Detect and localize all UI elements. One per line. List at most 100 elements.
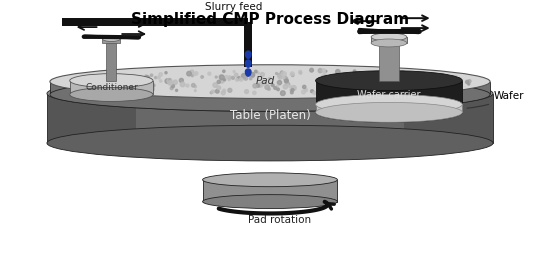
- Circle shape: [321, 75, 324, 78]
- Polygon shape: [245, 68, 252, 77]
- Circle shape: [422, 74, 426, 78]
- Circle shape: [318, 69, 322, 73]
- Circle shape: [245, 90, 248, 93]
- Circle shape: [251, 74, 254, 77]
- Circle shape: [221, 91, 225, 95]
- Circle shape: [366, 73, 369, 76]
- Polygon shape: [50, 82, 490, 95]
- Ellipse shape: [47, 76, 493, 111]
- Circle shape: [330, 84, 333, 86]
- Circle shape: [353, 81, 355, 83]
- Circle shape: [370, 74, 374, 78]
- Circle shape: [442, 74, 444, 77]
- Circle shape: [288, 83, 289, 84]
- Circle shape: [179, 78, 184, 83]
- Circle shape: [194, 90, 196, 92]
- Circle shape: [217, 86, 221, 89]
- Circle shape: [468, 83, 470, 85]
- Circle shape: [212, 90, 214, 93]
- Circle shape: [331, 78, 335, 83]
- Circle shape: [278, 74, 283, 79]
- Circle shape: [234, 73, 238, 77]
- Circle shape: [128, 76, 131, 78]
- Circle shape: [110, 85, 113, 88]
- Circle shape: [237, 78, 239, 80]
- Circle shape: [137, 85, 139, 88]
- Circle shape: [127, 85, 130, 87]
- Circle shape: [253, 91, 256, 95]
- Ellipse shape: [315, 95, 462, 114]
- Ellipse shape: [47, 125, 493, 161]
- Polygon shape: [315, 104, 462, 112]
- Circle shape: [299, 72, 302, 74]
- Circle shape: [171, 85, 174, 88]
- Circle shape: [276, 85, 279, 87]
- Circle shape: [150, 87, 154, 92]
- Circle shape: [363, 72, 366, 75]
- Circle shape: [327, 77, 329, 79]
- Circle shape: [352, 82, 356, 86]
- Ellipse shape: [70, 88, 153, 101]
- Circle shape: [367, 89, 372, 94]
- Circle shape: [151, 84, 155, 87]
- Ellipse shape: [103, 37, 120, 41]
- Circle shape: [339, 74, 341, 76]
- Ellipse shape: [371, 39, 407, 47]
- Circle shape: [191, 74, 193, 77]
- Circle shape: [362, 73, 365, 76]
- Circle shape: [186, 84, 189, 87]
- Ellipse shape: [315, 71, 462, 91]
- Circle shape: [148, 81, 151, 83]
- Circle shape: [388, 83, 393, 87]
- Circle shape: [83, 77, 87, 82]
- Circle shape: [276, 88, 279, 91]
- Circle shape: [393, 84, 396, 87]
- Circle shape: [194, 86, 197, 88]
- Circle shape: [268, 77, 271, 80]
- Circle shape: [468, 80, 471, 83]
- Circle shape: [260, 73, 265, 77]
- Circle shape: [194, 72, 198, 75]
- Circle shape: [257, 72, 259, 74]
- Circle shape: [313, 92, 316, 95]
- Circle shape: [403, 80, 407, 85]
- Circle shape: [291, 91, 293, 94]
- Circle shape: [149, 82, 153, 86]
- Circle shape: [343, 88, 347, 92]
- Circle shape: [78, 77, 81, 80]
- Circle shape: [366, 73, 369, 76]
- Circle shape: [282, 76, 285, 79]
- Circle shape: [233, 71, 235, 72]
- Circle shape: [84, 81, 89, 85]
- Polygon shape: [62, 18, 248, 26]
- Circle shape: [187, 71, 191, 76]
- Circle shape: [151, 74, 153, 76]
- Circle shape: [280, 71, 283, 74]
- Circle shape: [224, 79, 226, 81]
- Circle shape: [256, 84, 260, 87]
- Circle shape: [325, 70, 327, 72]
- Circle shape: [228, 88, 232, 92]
- Circle shape: [265, 85, 269, 89]
- Circle shape: [193, 73, 196, 76]
- Circle shape: [367, 72, 372, 76]
- Circle shape: [401, 71, 405, 74]
- Circle shape: [275, 73, 278, 74]
- Circle shape: [237, 77, 240, 80]
- Circle shape: [342, 91, 345, 94]
- Circle shape: [239, 78, 243, 81]
- Polygon shape: [47, 93, 493, 143]
- Polygon shape: [70, 81, 153, 95]
- Circle shape: [133, 75, 136, 78]
- Circle shape: [112, 87, 116, 91]
- Circle shape: [249, 70, 251, 72]
- Circle shape: [192, 84, 195, 87]
- Circle shape: [145, 76, 150, 81]
- Circle shape: [283, 84, 288, 89]
- Circle shape: [352, 80, 354, 82]
- Circle shape: [417, 87, 420, 91]
- Circle shape: [423, 78, 427, 82]
- Ellipse shape: [315, 103, 462, 122]
- Circle shape: [190, 70, 194, 73]
- Ellipse shape: [379, 36, 399, 42]
